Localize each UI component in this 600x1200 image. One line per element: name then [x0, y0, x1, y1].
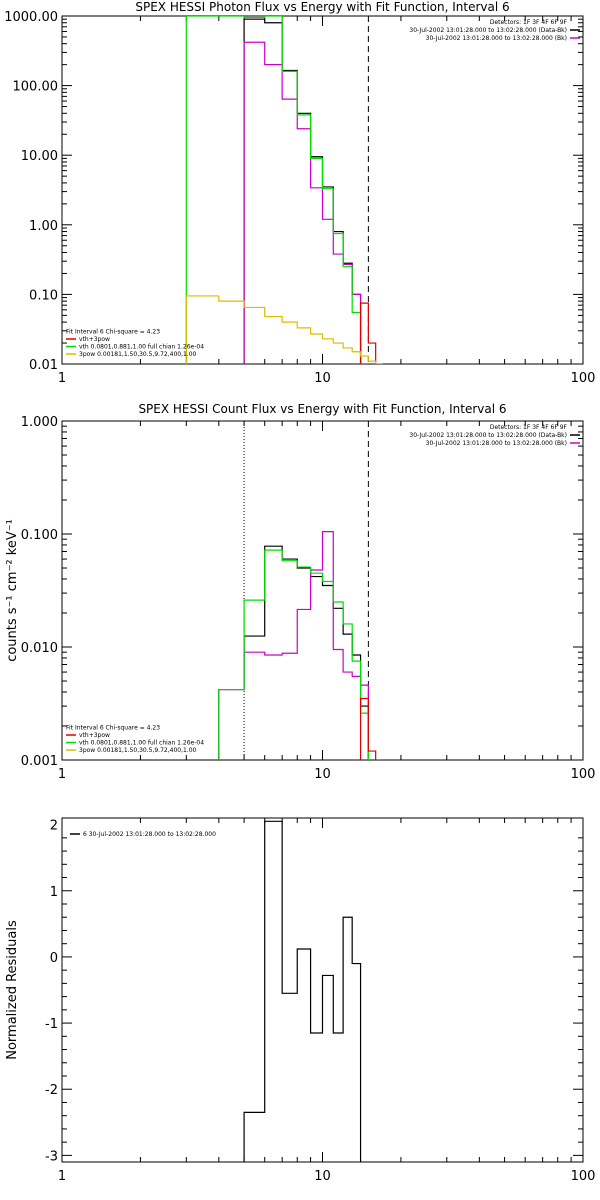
chart-title: SPEX HESSI Photon Flux vs Energy with Fi…	[135, 0, 509, 14]
chart-title: SPEX HESSI Count Flux vs Energy with Fit…	[138, 402, 506, 416]
plot-frame	[61, 420, 584, 761]
histogram-series-4	[185, 295, 383, 364]
x-tick-label: 10	[314, 767, 331, 782]
y-tick-label: 0.100	[21, 528, 58, 543]
legend-entry: 30-Jul-2002 13:01:28.000 to 13:02:28.000…	[409, 27, 567, 34]
legend-entry: 30-Jul-2002 13:01:28.000 to 13:02:28.000…	[426, 440, 567, 447]
legend-entry: 6 30-Jul-2002 13:01:28.000 to 13:02:28.0…	[83, 831, 216, 838]
legend-entry: 30-Jul-2002 13:01:28.000 to 13:02:28.000…	[409, 432, 567, 439]
x-tick-label: 1	[58, 371, 66, 386]
histogram-series-3	[359, 697, 383, 760]
y-tick-label: 10.00	[21, 149, 58, 164]
histogram-series-1	[218, 531, 369, 760]
count-flux-panel: SPEX HESSI Count Flux vs Energy with Fit…	[5, 402, 595, 782]
y-tick-label: 100.00	[13, 80, 59, 95]
y-tick-label: 1000.00	[4, 10, 58, 25]
x-tick-label: 1	[58, 767, 66, 782]
y-tick-label: 0.01	[29, 358, 58, 373]
x-tick-label: 100	[571, 767, 596, 782]
y-tick-label: 0.010	[21, 641, 58, 656]
histogram-series-3	[359, 302, 383, 364]
histogram-series-2	[185, 16, 369, 364]
legend-entry: Fit Interval 6 Chi-square = 4.23	[66, 725, 160, 732]
histogram-series-0	[218, 545, 369, 760]
y-tick-label: -1	[45, 1017, 58, 1032]
y-tick-label: -2	[45, 1083, 58, 1098]
y-tick-label: 0.10	[29, 288, 58, 303]
histogram-series-2	[218, 549, 369, 760]
x-tick-label: 10	[314, 1169, 331, 1184]
y-tick-label: 1.00	[29, 219, 58, 234]
x-tick-label: 10	[314, 371, 331, 386]
y-tick-label: -3	[45, 1149, 58, 1164]
legend-entry: vth 0.0801,0.881,1.00 full chian 1.26e-0…	[79, 344, 204, 351]
y-axis-label: Normalized Residuals	[5, 920, 20, 1060]
histogram-series-1	[243, 41, 369, 364]
histogram-series-0	[243, 820, 362, 1162]
legend-entry: Fit Interval 6 Chi-square = 4.23	[66, 329, 160, 336]
y-tick-label: 1	[50, 885, 58, 900]
legend-entry: vth+3pow	[79, 732, 110, 739]
photon-flux-panel: SPEX HESSI Photon Flux vs Energy with Fi…	[4, 0, 595, 386]
x-tick-label: 100	[571, 371, 596, 386]
x-tick-label: 1	[58, 1169, 66, 1184]
y-tick-label: 1.000	[21, 415, 58, 430]
legend-entry: vth+3pow	[79, 336, 110, 343]
x-tick-label: 100	[571, 1169, 596, 1184]
histogram-series-0	[243, 18, 369, 364]
legend-entry: Detectors: 1F 3F 4F 6F 9F	[490, 424, 568, 431]
y-tick-label: 2	[50, 819, 58, 834]
legend-entry: 30-Jul-2002 13:01:28.000 to 13:02:28.000…	[426, 35, 567, 42]
legend-entry: 3pow 0.00181,1.50,30.5,9.72,400,1.00	[79, 747, 197, 754]
legend-entry: Detectors: 1F 3F 4F 6F 9F	[490, 19, 568, 26]
y-axis-label: counts s⁻¹ cm⁻² keV⁻¹	[5, 519, 20, 662]
legend-entry: 3pow 0.00181,1.50,30.5,9.72,400,1.00	[79, 351, 197, 358]
legend-entry: vth 0.0801,0.881,1.00 full chian 1.26e-0…	[79, 740, 204, 747]
y-tick-label: 0	[50, 951, 58, 966]
y-tick-label: 0.001	[21, 754, 58, 769]
